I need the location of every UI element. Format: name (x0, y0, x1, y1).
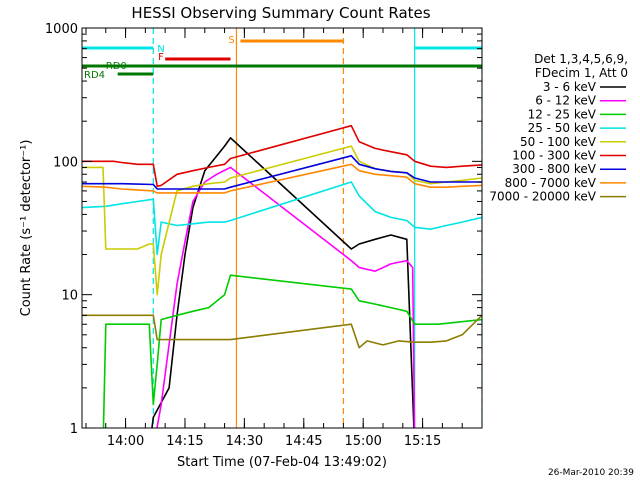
series-line (102, 274, 482, 428)
legend-label: 3 - 6 keV (543, 80, 597, 94)
series-line (82, 181, 482, 256)
x-axis: 14:00 14:15 14:30 14:45 15:00 15:15 (85, 28, 463, 449)
legend-label: 12 - 25 keV (528, 107, 597, 121)
legend-label: 50 - 100 keV (520, 135, 597, 149)
y-axis-label: Count Rate (s⁻¹ detector⁻¹) (19, 140, 34, 317)
series-line (151, 137, 415, 428)
legend-label: 100 - 300 keV (512, 149, 596, 163)
x-tick-label: 14:00 (107, 434, 144, 449)
series-line (82, 145, 482, 296)
x-tick-label: 14:45 (285, 434, 322, 449)
legend-label: 7000 - 20000 keV (489, 190, 596, 204)
x-tick-label: 15:00 (344, 434, 381, 449)
flag-label: F (158, 52, 164, 63)
x-axis-label: Start Time (07-Feb-04 13:49:02) (177, 455, 387, 470)
series-line (82, 314, 482, 349)
series-line (156, 166, 416, 428)
series-line (82, 155, 482, 190)
x-tick-label: 14:15 (166, 434, 203, 449)
legend-label: 6 - 12 keV (535, 94, 597, 108)
flag-label: S (228, 35, 234, 46)
flag-label: RD4 (84, 70, 105, 81)
series-line (82, 124, 482, 188)
y-tick-label: 10 (61, 289, 78, 304)
y-tick-label: 1000 (45, 22, 78, 37)
legend-label: 300 - 800 keV (512, 162, 596, 176)
x-tick-label: 14:30 (226, 434, 263, 449)
series-line (82, 163, 482, 194)
y-tick-label: 1 (70, 422, 78, 437)
legend-label: 25 - 50 keV (528, 121, 597, 135)
legend-header-line-2: FDecim 1, Att 0 (535, 66, 628, 80)
legend-label: 800 - 7000 keV (505, 176, 597, 190)
render-timestamp: 26-Mar-2010 20:39 (548, 468, 634, 478)
y-tick-label: 100 (53, 155, 78, 170)
series-lines (82, 124, 482, 428)
legend-header-line-1: Det 1,3,4,5,6,9, (534, 52, 628, 66)
flag-label: RD0 (106, 61, 127, 72)
plot-frame (81, 27, 483, 429)
x-tick-label: 15:15 (404, 434, 441, 449)
y-axis: 1 10 100 1000 (45, 22, 482, 437)
legend: Det 1,3,4,5,6,9, FDecim 1, Att 0 3 - 6 k… (489, 52, 628, 204)
flag-label: N (157, 44, 164, 55)
chart-title: HESSI Observing Summary Count Rates (131, 4, 430, 22)
